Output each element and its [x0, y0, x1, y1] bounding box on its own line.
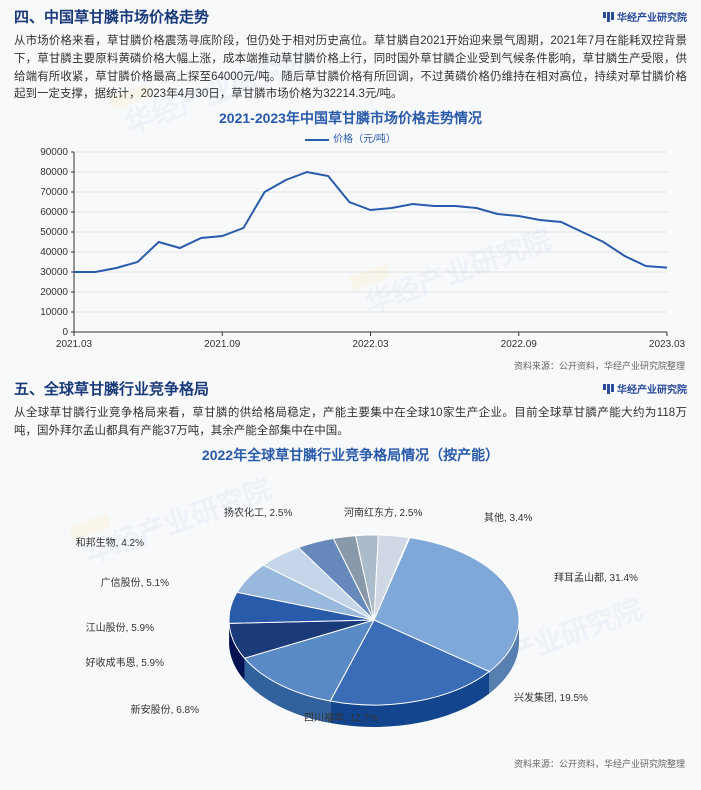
section4-title: 四、中国草甘膦市场价格走势	[14, 6, 209, 27]
svg-text:50000: 50000	[40, 227, 68, 238]
svg-text:60000: 60000	[40, 207, 68, 218]
section4-head: 四、中国草甘膦市场价格走势 华经产业研究院	[0, 0, 701, 29]
svg-text:2023.03: 2023.03	[649, 339, 686, 350]
svg-text:0: 0	[62, 327, 68, 338]
pie-slice-label: 好收成韦恩, 5.9%	[86, 654, 164, 669]
section5-title: 五、全球草甘膦行业竞争格局	[14, 378, 209, 399]
svg-text:40000: 40000	[40, 247, 68, 258]
line-chart-legend: 价格（元/吨）	[0, 130, 701, 145]
pie-slice-label: 新安股份, 6.8%	[131, 701, 199, 716]
pie-slice-label: 兴发集团, 19.5%	[514, 689, 588, 704]
pie-chart: 拜耳孟山都, 31.4% 兴发集团, 19.5% 四川福华, 12.7% 新安股份, …	[14, 465, 687, 755]
pie-slice-label: 和邦生物, 4.2%	[76, 534, 144, 549]
pie-slice-label: 河南红东方, 2.5%	[344, 504, 422, 519]
section5-para: 从全球草甘膦行业竞争格局来看，草甘膦的供给格局稳定，产能主要集中在全球10家生产…	[0, 401, 701, 443]
pie-slice-label: 江山股份, 5.9%	[86, 619, 154, 634]
svg-text:2021.03: 2021.03	[56, 339, 93, 350]
svg-text:90000: 90000	[40, 147, 68, 158]
svg-text:70000: 70000	[40, 187, 68, 198]
svg-text:30000: 30000	[40, 267, 68, 278]
svg-text:2022.09: 2022.09	[501, 339, 538, 350]
pie-slice-label: 四川福华, 12.7%	[304, 709, 378, 724]
line-chart-title: 2021-2023年中国草甘膦市场价格走势情况	[0, 108, 701, 128]
pie-slice-label: 其他, 3.4%	[484, 509, 532, 524]
section4-para: 从市场价格来看，草甘膦价格震荡寻底阶段，但仍处于相对历史高位。草甘膦自2021开…	[0, 29, 701, 106]
line-chart: 0 10000 20000 30000 40000 50000 60000 70000 8000…	[14, 147, 687, 357]
section5-head: 五、全球草甘膦行业竞争格局 华经产业研究院	[0, 372, 701, 401]
svg-text:2022.03: 2022.03	[352, 339, 389, 350]
pie-slice-label: 拜耳孟山都, 31.4%	[554, 569, 638, 584]
pie-chart-title: 2022年全球草甘膦行业竞争格局情况（按产能）	[0, 445, 701, 465]
svg-text:20000: 20000	[40, 287, 68, 298]
pie-slice-label: 扬农化工, 2.5%	[224, 504, 292, 519]
pie-slice-label: 广信股份, 5.1%	[101, 574, 169, 589]
svg-text:10000: 10000	[40, 307, 68, 318]
svg-text:80000: 80000	[40, 167, 68, 178]
brand-mark: 华经产业研究院	[603, 381, 687, 396]
brand-mark: 华经产业研究院	[603, 9, 687, 24]
svg-text:2021.09: 2021.09	[204, 339, 241, 350]
line-chart-source: 资料来源：公开资料，华经产业研究院整理	[0, 357, 701, 372]
